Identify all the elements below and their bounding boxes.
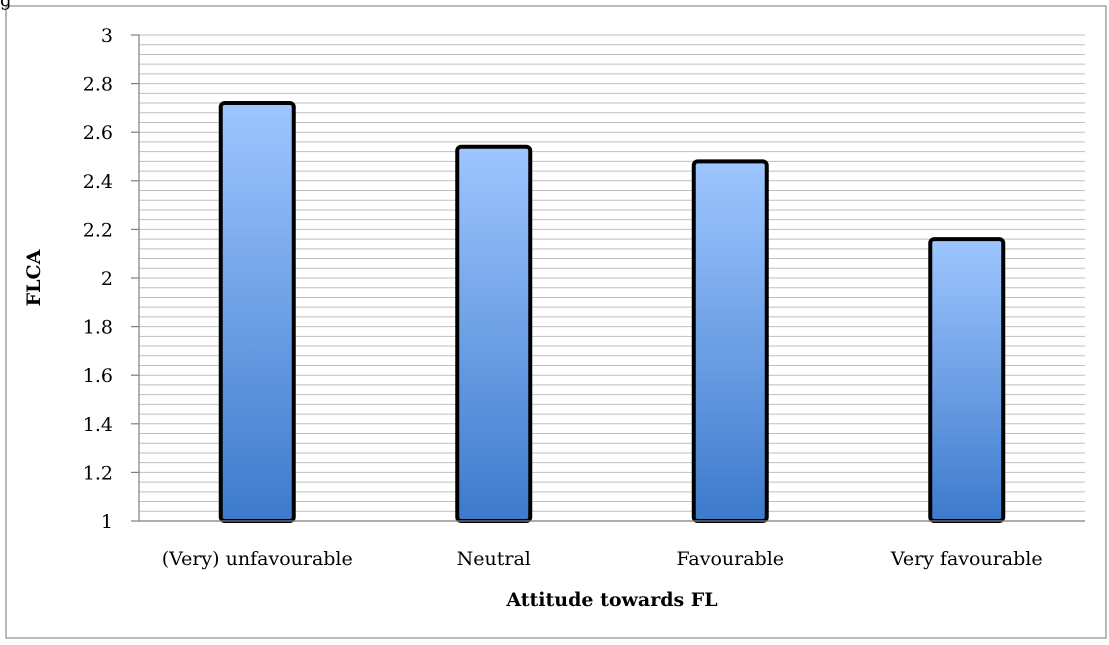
- x-tick-label: Favourable: [676, 548, 784, 570]
- x-axis-ticks: (Very) unfavourable Neutral Favourable Very…: [162, 548, 1043, 570]
- top-fragment: g: [0, 0, 12, 11]
- x-axis-title: Attitude towards FL: [505, 589, 717, 611]
- chart-border: [5, 5, 1107, 639]
- x-tick-label: Neutral: [457, 548, 531, 570]
- y-tick-label: 1.2: [83, 462, 113, 484]
- y-tick-label: 2: [101, 268, 113, 290]
- y-tick-label: 3: [101, 25, 113, 47]
- y-tick-label: 2.4: [83, 171, 113, 193]
- y-tick-label: 2.6: [83, 122, 113, 144]
- y-axis-title: FLCA: [23, 249, 45, 306]
- grid-lines: [139, 34, 1085, 512]
- bar-1: [455, 144, 533, 523]
- x-tick-label: Very favourable: [890, 548, 1043, 570]
- bars: [218, 101, 1006, 524]
- y-axis-ticks: 1 1.2 1.4 1.6 1.8 2 2.2 2.4 2.6 2.8 3: [83, 25, 139, 533]
- y-tick-label: 1.4: [83, 414, 113, 436]
- y-tick-label: 2.2: [83, 219, 113, 241]
- bar-0: [218, 101, 296, 523]
- y-tick-label: 1.8: [83, 317, 113, 339]
- x-tick-label: (Very) unfavourable: [162, 548, 353, 570]
- y-tick-label: 2.8: [83, 74, 113, 96]
- y-tick-label: 1: [101, 511, 113, 533]
- bar-2: [691, 159, 769, 524]
- y-tick-label: 1.6: [83, 365, 113, 387]
- bar-3: [928, 237, 1006, 523]
